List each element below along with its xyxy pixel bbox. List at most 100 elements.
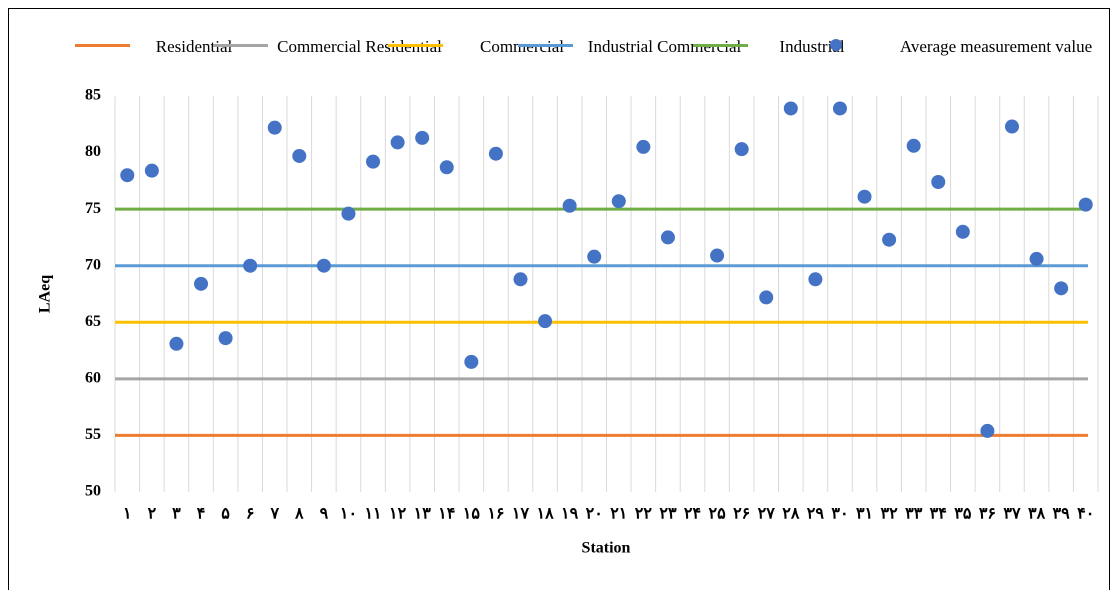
y-tick-label: 85 [85,87,101,104]
x-tick-label: ۶ [246,506,255,523]
x-tick-label: ۴۰ [1077,506,1094,523]
x-tick-label: ۱ [123,506,132,523]
data-point [857,189,872,204]
legend-label: Average measurement value [899,37,1093,56]
legend-swatch [693,44,748,47]
data-point [1004,119,1019,134]
x-tick-label: ۲۷ [758,506,776,523]
x-tick-label: ۳۷ [1003,506,1021,523]
data-point [415,130,430,145]
x-tick-label: ۲۶ [733,506,750,523]
data-point [734,142,749,157]
data-point [194,276,209,291]
data-point [316,258,331,273]
data-point [390,135,405,150]
x-tick-label: ۳۱ [856,506,873,523]
x-axis-label: Station [582,540,631,557]
legend-swatch [518,44,573,47]
legend-label: Industrial Commercial [587,37,742,56]
data-point [710,248,725,263]
legend-item: Commercial Residential [213,36,447,58]
data-point [906,138,921,153]
data-point [611,194,626,209]
x-tick-label: ۱۲ [389,506,407,523]
data-point [243,258,258,273]
x-tick-label: ۳۲ [881,506,899,523]
x-tick-label: ۳۳ [905,506,923,523]
data-point [341,206,356,221]
data-point [464,354,479,369]
legend-label: Industrial [779,37,845,56]
data-point [1054,281,1069,296]
y-tick-label: 50 [85,483,101,500]
data-point [562,198,577,213]
data-point [538,314,553,329]
y-tick-label: 60 [85,370,101,387]
data-point [1029,251,1044,266]
x-tick-label: ۱۷ [512,506,530,523]
x-tick-label: ۱۹ [561,506,579,523]
data-point [218,331,233,346]
data-point [882,232,897,247]
y-tick-label: 80 [85,143,101,160]
legend-item: Industrial Commercial [518,36,752,58]
x-tick-label: ۲۱ [610,506,627,523]
legend-swatch [830,39,842,51]
data-point [931,174,946,189]
x-tick-label: ۹ [320,506,329,523]
legend-swatch [388,44,443,47]
frame [8,8,1110,590]
x-tick-label: ۳۸ [1028,506,1046,523]
data-point [832,101,847,116]
x-tick-label: ۲ [148,506,157,523]
data-point [439,160,454,175]
x-tick-label: ۲۳ [659,506,677,523]
x-tick-label: ۸ [294,506,304,523]
x-tick-label: ۲۵ [708,506,726,523]
x-tick-label: ۵ [221,506,230,523]
x-tick-label: ۳۴ [930,506,947,523]
data-point [267,120,282,135]
data-point [980,423,995,438]
data-point [808,272,823,287]
x-tick-label: ۳۰ [831,506,848,523]
data-point [513,272,528,287]
y-tick-label: 65 [85,313,101,330]
x-tick-label: ۲۲ [635,506,653,523]
x-tick-label: ۱۸ [536,506,554,523]
data-point [488,146,503,161]
x-tick-label: ۲۰ [586,506,603,523]
x-tick-label: ۳۶ [979,506,996,523]
x-tick-label: ۳۹ [1053,506,1071,523]
y-tick-label: 75 [85,200,101,217]
x-tick-label: ۱۳ [414,506,432,523]
legend-item: Residential [75,36,254,58]
x-tick-label: ۳۵ [954,506,972,523]
data-point [636,139,651,154]
x-tick-label: ۱۶ [487,506,504,523]
legend-swatch [213,44,268,47]
x-tick-label: ۱۰ [340,506,357,523]
data-point [587,249,602,264]
legend-label: Commercial Residential [277,37,442,56]
x-tick-label: ۱۱ [364,506,381,523]
x-tick-label: ۱۴ [438,506,455,523]
legend-swatch [75,44,130,47]
data-point [1078,197,1093,212]
y-tick-label: 70 [85,256,101,273]
x-tick-label: ۴ [197,506,206,523]
data-point [759,290,774,305]
data-point [292,148,307,163]
y-axis-label: LAeq [37,275,54,313]
legend-item: Industrial [693,36,872,58]
data-point [366,154,381,169]
x-tick-label: ۲۴ [684,506,701,523]
data-point [144,163,159,178]
data-point [955,224,970,239]
legend-label: Residential [155,37,233,56]
data-point [120,168,135,183]
data-point [783,101,798,116]
data-point [169,336,184,351]
data-point [660,230,675,245]
